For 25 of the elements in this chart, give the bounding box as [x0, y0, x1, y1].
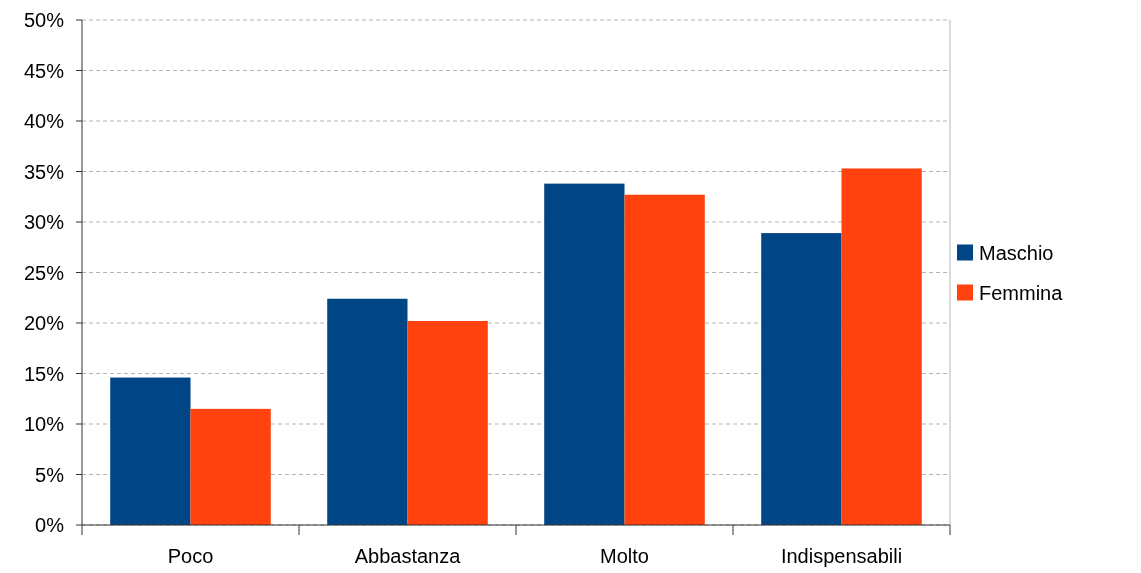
x-tick-label: Molto: [600, 545, 649, 567]
bar: [190, 408, 271, 525]
bar: [624, 194, 705, 525]
x-tick-label: Abbastanza: [354, 545, 462, 567]
x-tick-label: Poco: [167, 545, 214, 567]
y-tick-label: 50%: [23, 9, 65, 31]
y-tick-label: 25%: [23, 261, 65, 284]
y-tick-label: 15%: [23, 362, 65, 385]
x-tick-label: Indispensabili: [780, 545, 903, 567]
bar: [761, 233, 842, 525]
bar: [407, 320, 488, 525]
y-tick-label: 35%: [23, 160, 65, 183]
legend-label: Femmina: [979, 281, 1064, 304]
bar: [110, 377, 191, 525]
y-tick-label: 20%: [23, 312, 65, 334]
y-tick-label: 5%: [35, 463, 65, 486]
y-tick-label: 30%: [23, 211, 65, 233]
bar: [327, 298, 408, 525]
y-tick-label: 10%: [23, 413, 65, 435]
bar: [544, 183, 625, 525]
y-tick-label: 40%: [23, 110, 65, 132]
y-tick-label: 0%: [35, 514, 65, 536]
y-tick-label: 45%: [23, 59, 65, 82]
bar: [841, 168, 922, 525]
legend-label: Maschio: [979, 241, 1054, 264]
